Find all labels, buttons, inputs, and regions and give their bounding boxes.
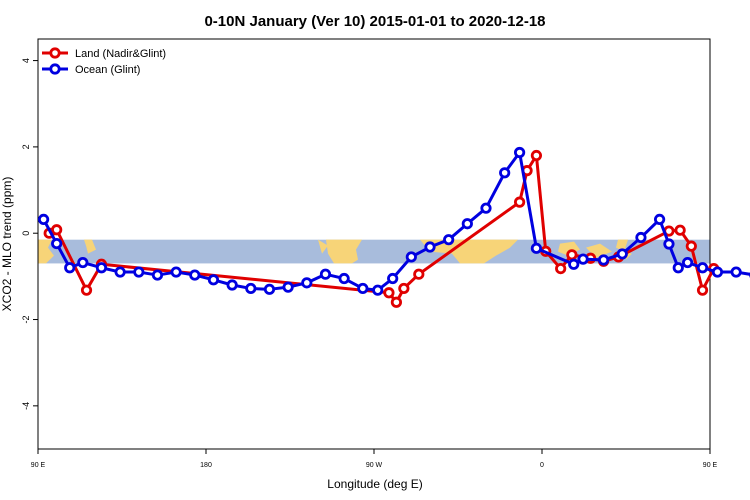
y-tick-label-3: -2 [21, 316, 31, 324]
data-point-ocean-7 [151, 269, 164, 281]
x-axis: 90 E 180 90 W 0 90 E [31, 449, 718, 469]
data-point-land-7 [413, 268, 425, 280]
data-point-ocean-26 [499, 167, 511, 179]
data-point-ocean-36 [672, 262, 684, 274]
data-point-ocean-38 [696, 262, 709, 274]
data-point-land-10 [530, 149, 543, 162]
data-point-ocean-17 [338, 272, 350, 285]
data-point-ocean-10 [207, 274, 220, 286]
series-ocean [37, 146, 750, 296]
legend: Land (Nadir&Glint) Ocean (Glint) [42, 47, 166, 76]
data-point-land-5 [390, 296, 402, 308]
x-axis-label: Longitude (deg E) [327, 477, 422, 491]
data-point-ocean-12 [245, 282, 257, 295]
land-shape-0 [38, 239, 54, 264]
data-point-ocean-40 [730, 266, 742, 278]
data-point-ocean-8 [170, 266, 182, 278]
data-point-ocean-3 [77, 256, 89, 269]
land-shape-7 [616, 239, 628, 252]
data-point-ocean-5 [114, 266, 126, 278]
ocean-band [38, 239, 710, 264]
data-point-ocean-4 [95, 262, 108, 274]
data-point-ocean-0 [37, 213, 50, 225]
chart-title: 0-10N January (Ver 10) 2015-01-01 to 202… [204, 13, 545, 30]
legend-item-ocean: Ocean (Glint) [42, 63, 140, 76]
data-point-ocean-22 [424, 241, 436, 253]
data-point-ocean-20 [387, 272, 399, 285]
x-tick-label-3: 0 [540, 462, 544, 469]
data-point-land-2 [80, 284, 93, 296]
legend-swatch-land-marker [49, 47, 61, 59]
data-point-ocean-23 [443, 234, 455, 246]
x-tick-label-2: 90 W [366, 462, 383, 469]
series-line-land [48, 154, 716, 304]
data-point-land-8 [513, 196, 526, 208]
data-point-ocean-34 [653, 213, 666, 225]
data-point-ocean-25 [480, 202, 492, 214]
land-shape-4 [420, 239, 518, 264]
background-band [38, 239, 710, 264]
legend-label-ocean: Ocean (Glint) [75, 64, 140, 76]
data-point-ocean-13 [263, 283, 276, 295]
data-point-ocean-35 [663, 238, 675, 250]
y-axis: 4 2 0 -2 -4 [21, 58, 38, 410]
data-point-land-12 [555, 262, 567, 275]
data-point-ocean-18 [357, 282, 369, 295]
y-axis-label: XCO2 - MLO trend (ppm) [0, 177, 14, 312]
data-point-ocean-16 [319, 268, 332, 280]
data-point-ocean-31 [597, 254, 610, 266]
data-point-ocean-11 [226, 279, 238, 291]
data-point-land-4 [383, 287, 395, 299]
legend-swatch-ocean-marker [49, 63, 61, 75]
series-layer [37, 146, 750, 308]
legend-label-land: Land (Nadir&Glint) [75, 48, 166, 60]
data-point-ocean-24 [461, 218, 473, 230]
data-point-ocean-33 [635, 231, 647, 244]
data-point-ocean-1 [51, 237, 63, 250]
data-point-ocean-37 [681, 256, 694, 269]
data-point-ocean-6 [133, 266, 145, 278]
data-point-ocean-30 [577, 253, 589, 265]
y-tick-label-1: 2 [21, 144, 31, 149]
data-point-land-6 [398, 282, 410, 295]
data-point-ocean-28 [530, 242, 543, 254]
x-tick-label-0: 90 E [31, 462, 46, 469]
data-point-ocean-32 [616, 248, 628, 260]
land-shape-1 [84, 239, 96, 254]
data-point-ocean-29 [568, 258, 580, 270]
y-tick-label-4: -4 [21, 402, 31, 410]
data-point-ocean-39 [711, 266, 724, 278]
legend-item-land: Land (Nadir&Glint) [42, 47, 166, 60]
land-shape-2 [318, 239, 328, 254]
data-point-land-19 [685, 240, 697, 252]
data-point-land-13 [566, 249, 578, 261]
x-tick-label-4: 90 E [703, 462, 718, 469]
data-point-ocean-9 [189, 269, 201, 281]
data-point-ocean-21 [405, 251, 417, 263]
x-tick-label-1: 180 [200, 462, 212, 469]
y-tick-label-0: 4 [21, 58, 31, 63]
y-tick-label-2: 0 [21, 231, 31, 236]
data-point-ocean-2 [64, 262, 76, 274]
land-shape-3 [326, 239, 362, 264]
data-point-ocean-19 [372, 284, 384, 296]
data-point-ocean-14 [282, 281, 294, 293]
data-point-land-18 [674, 224, 686, 236]
data-point-land-1 [51, 224, 63, 236]
data-point-ocean-15 [301, 277, 313, 289]
data-point-land-20 [696, 284, 709, 296]
series-land [43, 149, 720, 308]
data-point-ocean-27 [513, 146, 526, 159]
